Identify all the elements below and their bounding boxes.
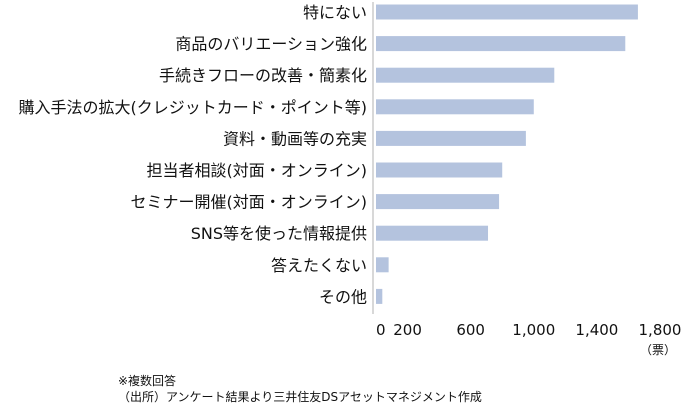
- unit-label: （票）: [640, 343, 676, 357]
- category-label: 答えたくない: [271, 256, 367, 275]
- bar: [376, 36, 626, 52]
- category-label: 手続きフローの改善・簡素化: [159, 66, 367, 85]
- x-tick-label: 1,000: [512, 321, 555, 339]
- x-tick-label: 600: [456, 321, 485, 339]
- category-label: 購入手法の拡大(クレジットカード・ポイント等): [19, 98, 368, 117]
- category-label: 資料・動画等の充実: [223, 129, 367, 148]
- bar: [376, 225, 489, 241]
- bar: [376, 67, 555, 83]
- category-label: 特にない: [303, 3, 367, 22]
- note-source: （出所）アンケート結果より三井住友DSアセットマネジメント作成: [118, 390, 482, 404]
- bar: [376, 257, 389, 273]
- category-label: 担当者相談(対面・オンライン): [147, 161, 368, 180]
- bar: [376, 162, 503, 178]
- bars: [376, 4, 638, 304]
- bar: [376, 288, 383, 304]
- bar: [376, 194, 500, 210]
- note-multiple-answers: ※複数回答: [118, 374, 177, 388]
- category-label: その他: [319, 287, 367, 306]
- bar: [376, 4, 638, 20]
- category-label: SNS等を使った情報提供: [191, 224, 367, 243]
- x-tick-label: 1,400: [575, 321, 618, 339]
- bar: [376, 99, 534, 115]
- category-labels: 特にない商品のバリエーション強化手続きフローの改善・簡素化購入手法の拡大(クレジ…: [19, 3, 368, 306]
- category-label: セミナー開催(対面・オンライン): [131, 193, 368, 212]
- bar: [376, 130, 526, 146]
- x-tick-labels: 0 200 600 1,000 1,400 1,800: [376, 321, 681, 339]
- x-tick-label: 1,800: [639, 321, 682, 339]
- x-tick-label: 200: [393, 321, 422, 339]
- category-label: 商品のバリエーション強化: [175, 35, 367, 54]
- x-tick-label: 0: [376, 321, 386, 339]
